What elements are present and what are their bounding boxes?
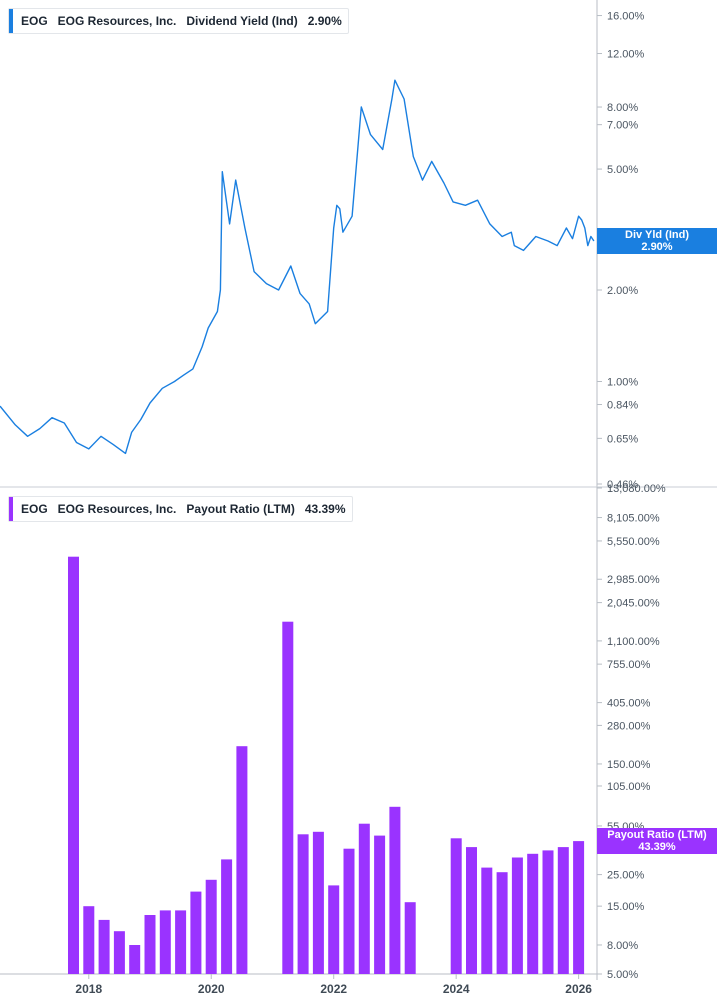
x-tick-label: 2026 — [565, 982, 592, 996]
x-tick-label: 2022 — [320, 982, 347, 996]
payout-bar — [190, 891, 202, 974]
top-y-tick-label: 0.65% — [607, 433, 638, 445]
yield-value-badge: Div Yld (Ind) 2.90% — [597, 227, 717, 254]
bottom-y-tick-label: 755.00% — [607, 659, 651, 671]
top-y-tick-label: 0.84% — [607, 400, 638, 412]
bottom-legend-ticker: EOG — [21, 502, 48, 516]
x-axis: 2018 2020 2022 2024 2026 — [75, 974, 592, 996]
payout-legend-swatch — [9, 497, 13, 521]
bottom-y-tick-label: 1,100.00% — [607, 636, 660, 648]
payout-bar — [343, 848, 355, 974]
top-y-tick-label: 1.00% — [607, 377, 638, 389]
payout-bar — [282, 621, 294, 974]
payout-badge-label: Payout Ratio (LTM) — [607, 829, 707, 842]
payout-bar — [496, 872, 508, 974]
yield-legend-swatch — [9, 9, 13, 33]
payout-bar — [527, 853, 539, 974]
yield-badge-label: Div Yld (Ind) — [625, 228, 689, 241]
bottom-y-tick-label: 105.00% — [607, 781, 651, 793]
payout-badge-value: 43.39% — [638, 841, 676, 854]
bottom-y-tick-label: 280.00% — [607, 720, 651, 732]
payout-ratio-bars — [68, 556, 585, 974]
payout-bar — [511, 857, 523, 974]
payout-bar — [557, 847, 569, 974]
bottom-y-tick-label: 2,985.00% — [607, 574, 660, 586]
dividend-yield-plot — [0, 79, 595, 455]
x-tick-label: 2018 — [75, 982, 102, 996]
bottom-legend: EOG EOG Resources, Inc. Payout Ratio (LT… — [8, 496, 353, 522]
bottom-y-axis: 13,080.00% 8,105.00% 5,550.00% 2,985.00% 2,0… — [597, 483, 666, 981]
top-y-tick-label: 5.00% — [607, 164, 638, 176]
bottom-legend-value: 43.39% — [304, 502, 346, 516]
top-y-tick-label: 7.00% — [607, 120, 638, 132]
payout-bar — [297, 834, 309, 974]
bottom-y-tick-label: 15.00% — [607, 901, 645, 913]
top-y-tick-label: 0.46% — [607, 479, 638, 491]
bottom-y-tick-label: 405.00% — [607, 698, 651, 710]
x-tick-label: 2020 — [198, 982, 225, 996]
payout-bar — [98, 919, 110, 974]
payout-bar — [542, 850, 554, 974]
payout-bar — [374, 835, 386, 974]
payout-bar — [129, 945, 141, 974]
bottom-y-tick-label: 8,105.00% — [607, 513, 660, 525]
top-legend-value: 2.90% — [307, 14, 342, 28]
payout-bar — [389, 806, 401, 974]
dividend-yield-line — [0, 79, 595, 455]
yield-badge-value: 2.90% — [641, 240, 673, 253]
top-y-axis: 16.00% 12.00% 8.00% 7.00% 5.00% 2.00% 1.00% 0.8… — [597, 11, 645, 491]
payout-value-badge: Payout Ratio (LTM) 43.39% — [597, 828, 717, 855]
bottom-y-tick-label: 5,550.00% — [607, 536, 660, 548]
top-legend-metric: Dividend Yield (Ind) — [186, 14, 298, 28]
payout-bar — [68, 556, 79, 974]
payout-bar — [404, 902, 416, 974]
x-tick-label: 2024 — [443, 982, 470, 996]
payout-bar — [205, 879, 217, 974]
payout-bar — [113, 931, 125, 974]
top-y-tick-label: 8.00% — [607, 102, 638, 114]
payout-bar — [159, 910, 171, 974]
bottom-y-tick-label: 5.00% — [607, 969, 638, 981]
top-legend: EOG EOG Resources, Inc. Dividend Yield (… — [8, 8, 349, 34]
payout-bar — [450, 838, 462, 974]
payout-bar — [312, 831, 324, 974]
payout-bar — [466, 847, 477, 974]
payout-bar — [573, 841, 585, 974]
payout-bar — [175, 910, 187, 974]
top-legend-ticker: EOG — [21, 14, 48, 28]
bottom-y-tick-label: 25.00% — [607, 870, 645, 882]
payout-bar — [83, 906, 95, 974]
top-y-tick-label: 16.00% — [607, 11, 645, 23]
bottom-y-tick-label: 2,045.00% — [607, 598, 660, 610]
top-y-tick-label: 12.00% — [607, 49, 645, 61]
payout-bar — [481, 867, 493, 974]
payout-bar — [144, 915, 156, 974]
bottom-y-tick-label: 8.00% — [607, 940, 638, 952]
bottom-y-tick-label: 13,080.00% — [607, 483, 666, 495]
payout-bar — [328, 885, 340, 974]
top-legend-company: EOG Resources, Inc. — [57, 14, 177, 28]
payout-bar — [358, 823, 370, 974]
bottom-legend-company: EOG Resources, Inc. — [57, 502, 177, 516]
payout-bar — [236, 746, 248, 974]
payout-bar — [221, 859, 233, 974]
bottom-y-tick-label: 150.00% — [607, 759, 651, 771]
bottom-legend-metric: Payout Ratio (LTM) — [186, 502, 295, 516]
top-y-tick-label: 2.00% — [607, 285, 638, 297]
